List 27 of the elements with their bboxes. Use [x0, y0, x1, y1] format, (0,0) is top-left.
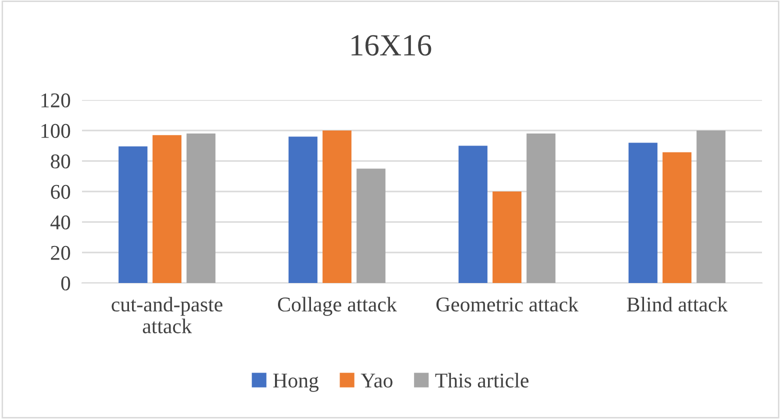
bar	[152, 135, 182, 283]
x-tick-label: Blind attack	[626, 296, 728, 312]
bar	[628, 142, 658, 283]
x-tick-label: Geometric attack	[436, 296, 578, 312]
bar	[458, 146, 488, 283]
y-tick-label: 80	[50, 154, 70, 168]
bar	[118, 146, 148, 283]
bar	[186, 134, 216, 283]
y-tick-label: 100	[41, 124, 70, 138]
bar	[356, 168, 386, 283]
bar	[288, 136, 318, 283]
legend-label: Hong	[273, 374, 319, 392]
bar	[492, 192, 522, 283]
y-tick-label: 20	[50, 246, 70, 260]
y-tick-label: 40	[50, 215, 70, 230]
bar	[662, 152, 692, 283]
bar	[322, 130, 352, 283]
chart-title: 16X16	[352, 35, 432, 56]
bar	[696, 130, 726, 283]
y-tick-label: 0	[61, 276, 70, 290]
legend-label: This article	[435, 372, 528, 388]
y-tick-label: 60	[50, 184, 70, 199]
x-tick-label: Collage attack	[278, 296, 397, 316]
bar	[526, 134, 556, 283]
legend-label: Yao	[360, 374, 392, 388]
x-tick-label: cut-and-paste attack	[112, 296, 222, 334]
y-tick-label: 120	[41, 93, 70, 108]
